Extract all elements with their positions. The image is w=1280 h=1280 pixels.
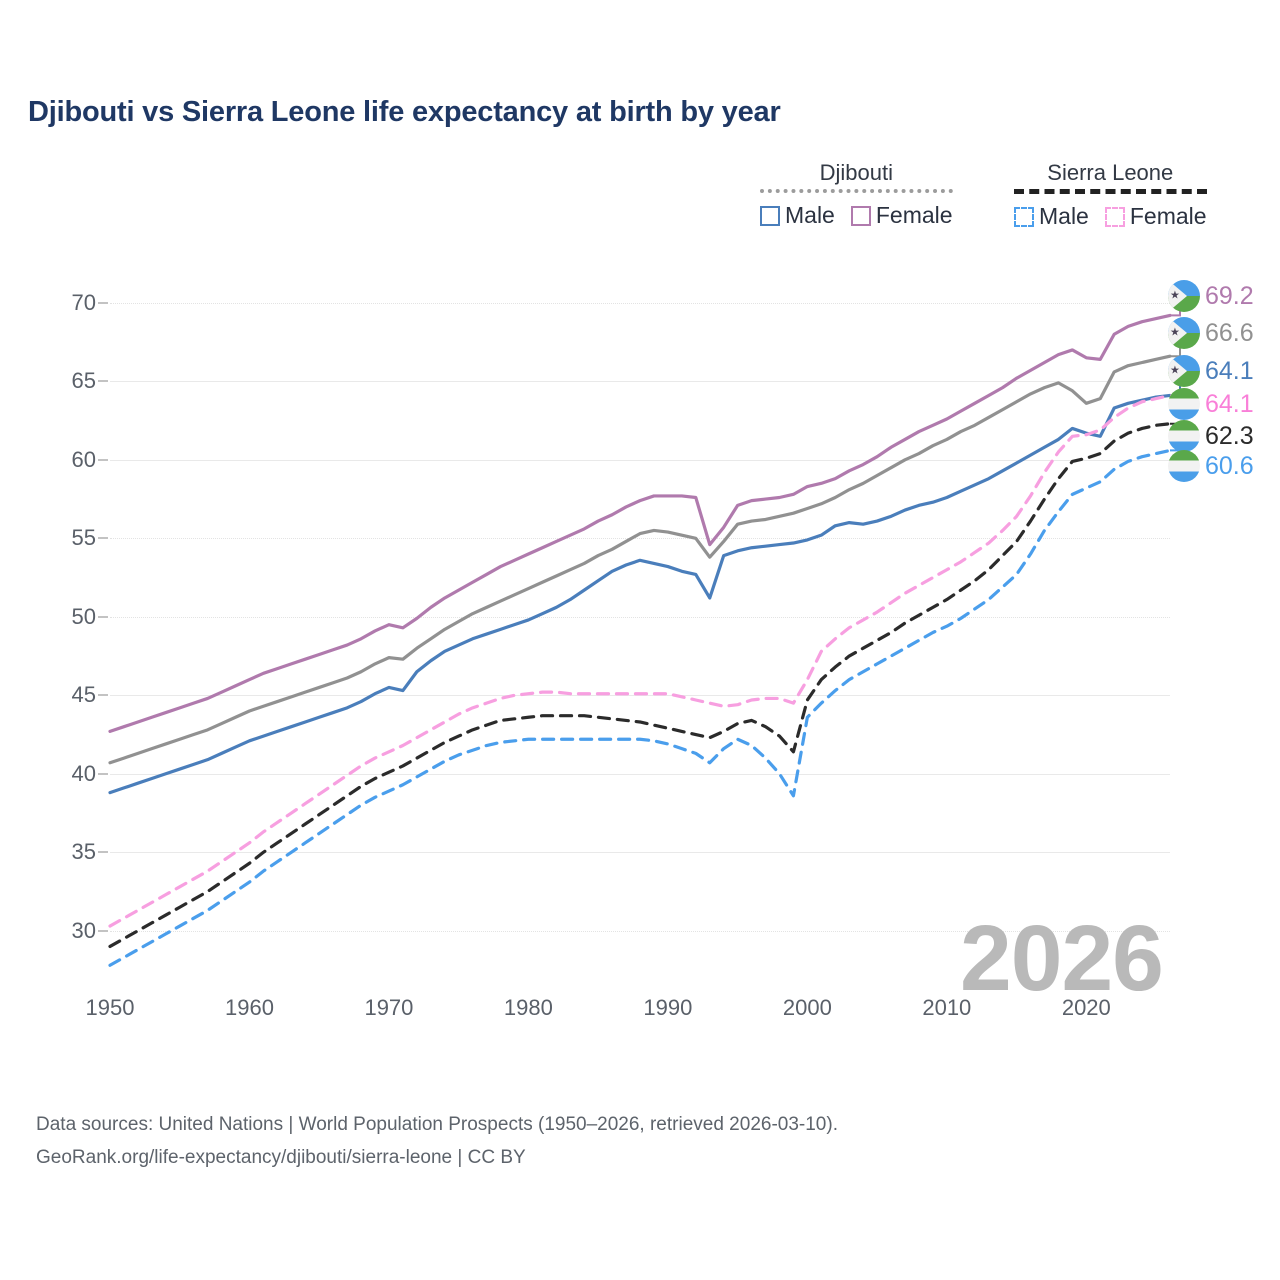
y-axis-tick-mark: [98, 380, 108, 383]
gridline: [110, 302, 1170, 305]
legend-swatch-sierra-leone-female: [1104, 206, 1125, 227]
end-label-value: 60.6: [1205, 451, 1254, 480]
y-axis-tick-mark: [98, 458, 108, 461]
gridline: [110, 930, 1170, 933]
x-axis-tick: 1990: [643, 995, 693, 1020]
end-label-value: 69.2: [1205, 281, 1254, 310]
x-axis-tick: 1960: [224, 995, 274, 1020]
end-label[interactable]: 66.6: [1168, 317, 1254, 349]
legend-country-djibouti: Djibouti: [760, 160, 953, 193]
gridline: [110, 852, 1170, 854]
x-axis-tick: 2020: [1061, 995, 1111, 1020]
sierra-leone-flag-icon: [1168, 388, 1200, 420]
y-axis-tick-mark: [98, 929, 108, 932]
end-label[interactable]: 60.6: [1168, 450, 1254, 482]
gridline: [110, 773, 1170, 775]
y-axis-tick-mark: [98, 615, 108, 618]
end-label[interactable]: 64.1: [1168, 355, 1254, 387]
footer-line-2: GeoRank.org/life-expectancy/djibouti/sie…: [36, 1147, 526, 1169]
legend-country-sierra-leone: Sierra Leone: [1014, 160, 1207, 194]
gridline: [110, 616, 1170, 619]
y-axis-tick-mark: [98, 694, 108, 697]
legend-swatch-djibouti-male: [760, 205, 780, 226]
series-line: [108, 393, 1172, 928]
djibouti-flag-icon: [1168, 317, 1200, 349]
x-axis-tick: 2000: [782, 995, 832, 1020]
x-axis-tick: 1970: [364, 995, 414, 1020]
y-axis-tick: 40: [71, 760, 96, 786]
legend-swatch-sierra-leone-male: [1014, 206, 1034, 227]
year-watermark: 2026: [960, 906, 1164, 1010]
y-axis-tick: 50: [71, 603, 96, 629]
series-line: [108, 393, 1172, 795]
legend-label-djibouti-male: Male: [785, 202, 835, 228]
chart-legend: Djibouti Male Female Sierra Leone Male: [760, 160, 1260, 240]
y-axis-tick: 35: [71, 839, 96, 865]
gridline: [110, 459, 1170, 461]
legend-item-sierra-leone-male[interactable]: Male: [1014, 203, 1089, 230]
legend-label-djibouti-female: Female: [875, 202, 953, 228]
y-axis-tick-mark: [98, 301, 108, 304]
y-axis-tick: 60: [71, 446, 96, 472]
end-label-value: 64.1: [1205, 389, 1254, 418]
footer: Data sources: United Nations | World Pop…: [36, 1108, 838, 1175]
legend-label-sierra-leone-female: Female: [1129, 203, 1207, 229]
x-axis-tick: 2010: [922, 995, 972, 1020]
y-axis-tick: 55: [71, 525, 96, 551]
end-label-value: 64.1: [1205, 356, 1254, 385]
x-axis-tick: 1950: [85, 995, 135, 1020]
legend-item-djibouti-male[interactable]: Male: [760, 202, 835, 229]
gridline: [110, 538, 1170, 540]
y-axis-tick-mark: [98, 851, 108, 854]
end-value-labels: 69.2 66.6 64.1 64.1 62.360.6: [1168, 270, 1280, 500]
legend-item-sierra-leone-female[interactable]: Female: [1104, 203, 1207, 230]
y-axis-tick-mark: [98, 537, 108, 540]
footer-line-1: Data sources: United Nations | World Pop…: [36, 1114, 838, 1135]
y-axis-tick: 65: [71, 368, 96, 394]
end-label-value: 66.6: [1205, 318, 1254, 347]
legend-group-djibouti: Djibouti Male Female: [760, 160, 953, 229]
y-axis-tick: 70: [71, 289, 96, 315]
sierra-leone-flag-icon: [1168, 420, 1200, 452]
gridline: [110, 695, 1170, 697]
series-line: [108, 422, 1172, 949]
series-line: [108, 313, 1172, 733]
end-label[interactable]: 62.3: [1168, 420, 1254, 452]
gridline: [110, 381, 1170, 383]
x-axis-tick: 1980: [503, 995, 553, 1020]
end-label[interactable]: 69.2: [1168, 280, 1254, 312]
page-title: Djibouti vs Sierra Leone life expectancy…: [28, 96, 781, 128]
djibouti-flag-icon: [1168, 355, 1200, 387]
series-lines: [108, 313, 1172, 967]
djibouti-flag-icon: [1168, 280, 1200, 312]
series-line: [108, 354, 1172, 765]
end-label-value: 62.3: [1205, 421, 1254, 450]
legend-item-djibouti-female[interactable]: Female: [850, 202, 953, 229]
y-axis-tick: 45: [71, 682, 96, 708]
plot-area: [108, 295, 1172, 970]
legend-group-sierra-leone: Sierra Leone Male Female: [1014, 160, 1207, 230]
legend-label-sierra-leone-male: Male: [1039, 203, 1089, 229]
y-axis-tick: 30: [71, 917, 96, 943]
end-label[interactable]: 64.1: [1168, 388, 1254, 420]
series-line: [108, 448, 1172, 967]
sierra-leone-flag-icon: [1168, 450, 1200, 482]
legend-swatch-djibouti-female: [850, 205, 871, 226]
y-axis-tick-mark: [98, 772, 108, 775]
